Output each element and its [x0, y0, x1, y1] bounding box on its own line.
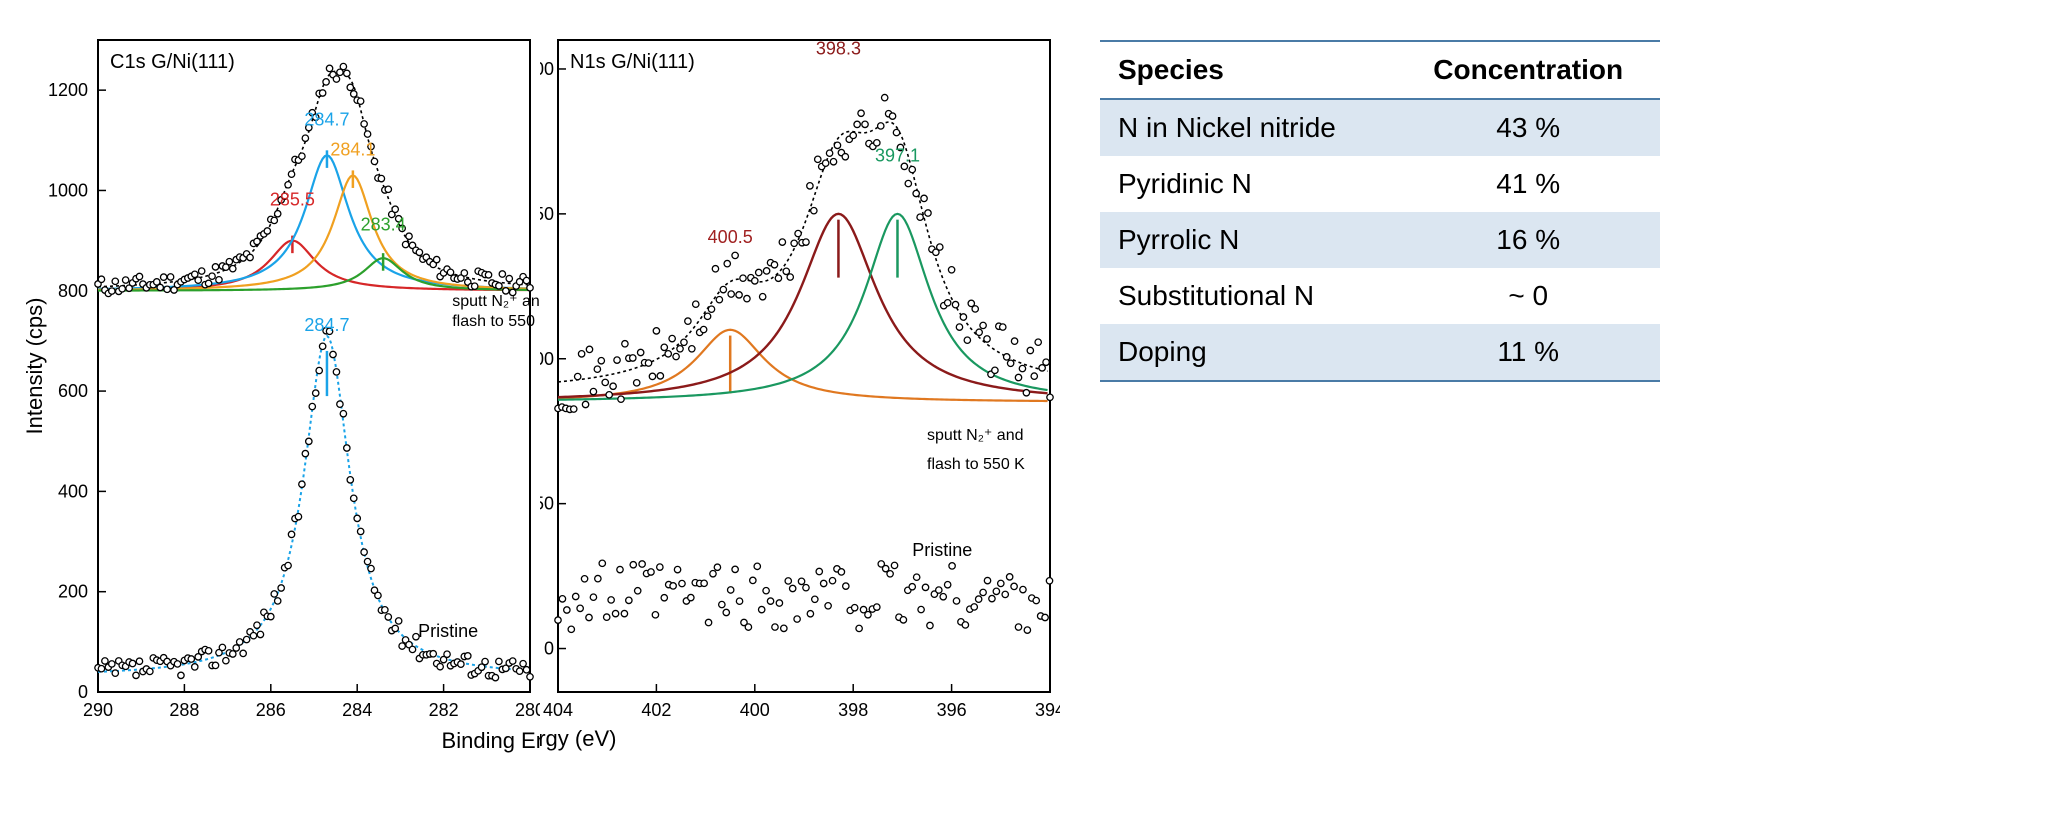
table-row: Substitutional N ~ 0 — [1100, 268, 1660, 324]
svg-text:396: 396 — [937, 700, 967, 720]
svg-text:200: 200 — [540, 59, 554, 79]
col-concentration: Concentration — [1396, 41, 1660, 99]
svg-text:flash to 550 K: flash to 550 K — [927, 456, 1025, 473]
svg-text:400: 400 — [740, 700, 770, 720]
svg-text:Pristine: Pristine — [912, 540, 972, 560]
svg-text:284: 284 — [342, 700, 372, 720]
svg-text:286: 286 — [256, 700, 286, 720]
svg-text:N1s G/Ni(111): N1s G/Ni(111) — [570, 51, 695, 73]
table-row: N in Nickel nitride 43 % — [1100, 99, 1660, 156]
svg-text:Pristine: Pristine — [418, 621, 478, 641]
svg-text:398.3: 398.3 — [816, 38, 861, 58]
svg-text:288: 288 — [169, 700, 199, 720]
svg-text:200: 200 — [58, 582, 88, 602]
svg-text:290: 290 — [83, 700, 113, 720]
svg-text:284.7: 284.7 — [304, 109, 349, 129]
svg-text:100: 100 — [540, 349, 554, 369]
svg-text:402: 402 — [641, 700, 671, 720]
c1s-panel: 290 288 286 284 282 280 0 200 400 600 800 1000 1200 C… — [20, 20, 540, 770]
svg-text:280: 280 — [515, 700, 540, 720]
svg-text:Binding Energy (eV): Binding Energy (eV) — [540, 726, 616, 751]
svg-text:285.5: 285.5 — [270, 190, 315, 210]
svg-text:400.5: 400.5 — [708, 227, 753, 247]
svg-text:C1s G/Ni(111): C1s G/Ni(111) — [110, 51, 235, 73]
svg-text:282: 282 — [429, 700, 459, 720]
svg-text:1000: 1000 — [48, 180, 88, 200]
table-row: Doping 11 % — [1100, 324, 1660, 381]
svg-text:sputt N₂⁺ and: sputt N₂⁺ and — [452, 293, 540, 310]
svg-text:flash to 550 K: flash to 550 K — [452, 313, 540, 330]
svg-text:0: 0 — [78, 682, 88, 702]
col-species: Species — [1100, 41, 1396, 99]
n1s-panel: 404 402 400 398 396 394 0 50 100 150 200 N1s G/Ni(1… — [540, 20, 1060, 770]
svg-text:Binding Energy (eV): Binding Energy (eV) — [442, 728, 540, 753]
svg-text:398: 398 — [838, 700, 868, 720]
svg-text:404: 404 — [543, 700, 573, 720]
svg-text:sputt N₂⁺ and: sputt N₂⁺ and — [927, 427, 1023, 444]
svg-text:50: 50 — [540, 494, 554, 514]
svg-text:1200: 1200 — [48, 80, 88, 100]
svg-text:0: 0 — [544, 639, 554, 659]
concentration-table: Species Concentration N in Nickel nitrid… — [1100, 40, 1660, 382]
svg-text:284.7: 284.7 — [304, 315, 349, 335]
table-row: Pyrrolic N 16 % — [1100, 212, 1660, 268]
svg-text:Intensity (cps): Intensity (cps) — [22, 298, 47, 435]
svg-text:394: 394 — [1035, 700, 1060, 720]
svg-text:284.1: 284.1 — [330, 139, 375, 159]
svg-text:400: 400 — [58, 481, 88, 501]
table-row: Pyridinic N 41 % — [1100, 156, 1660, 212]
svg-text:397.1: 397.1 — [875, 146, 920, 166]
svg-text:600: 600 — [58, 381, 88, 401]
svg-text:283.4: 283.4 — [361, 215, 406, 235]
svg-text:150: 150 — [540, 204, 554, 224]
svg-text:800: 800 — [58, 281, 88, 301]
xps-charts: 290288286284282280020040060080010001200C… — [20, 20, 1060, 770]
